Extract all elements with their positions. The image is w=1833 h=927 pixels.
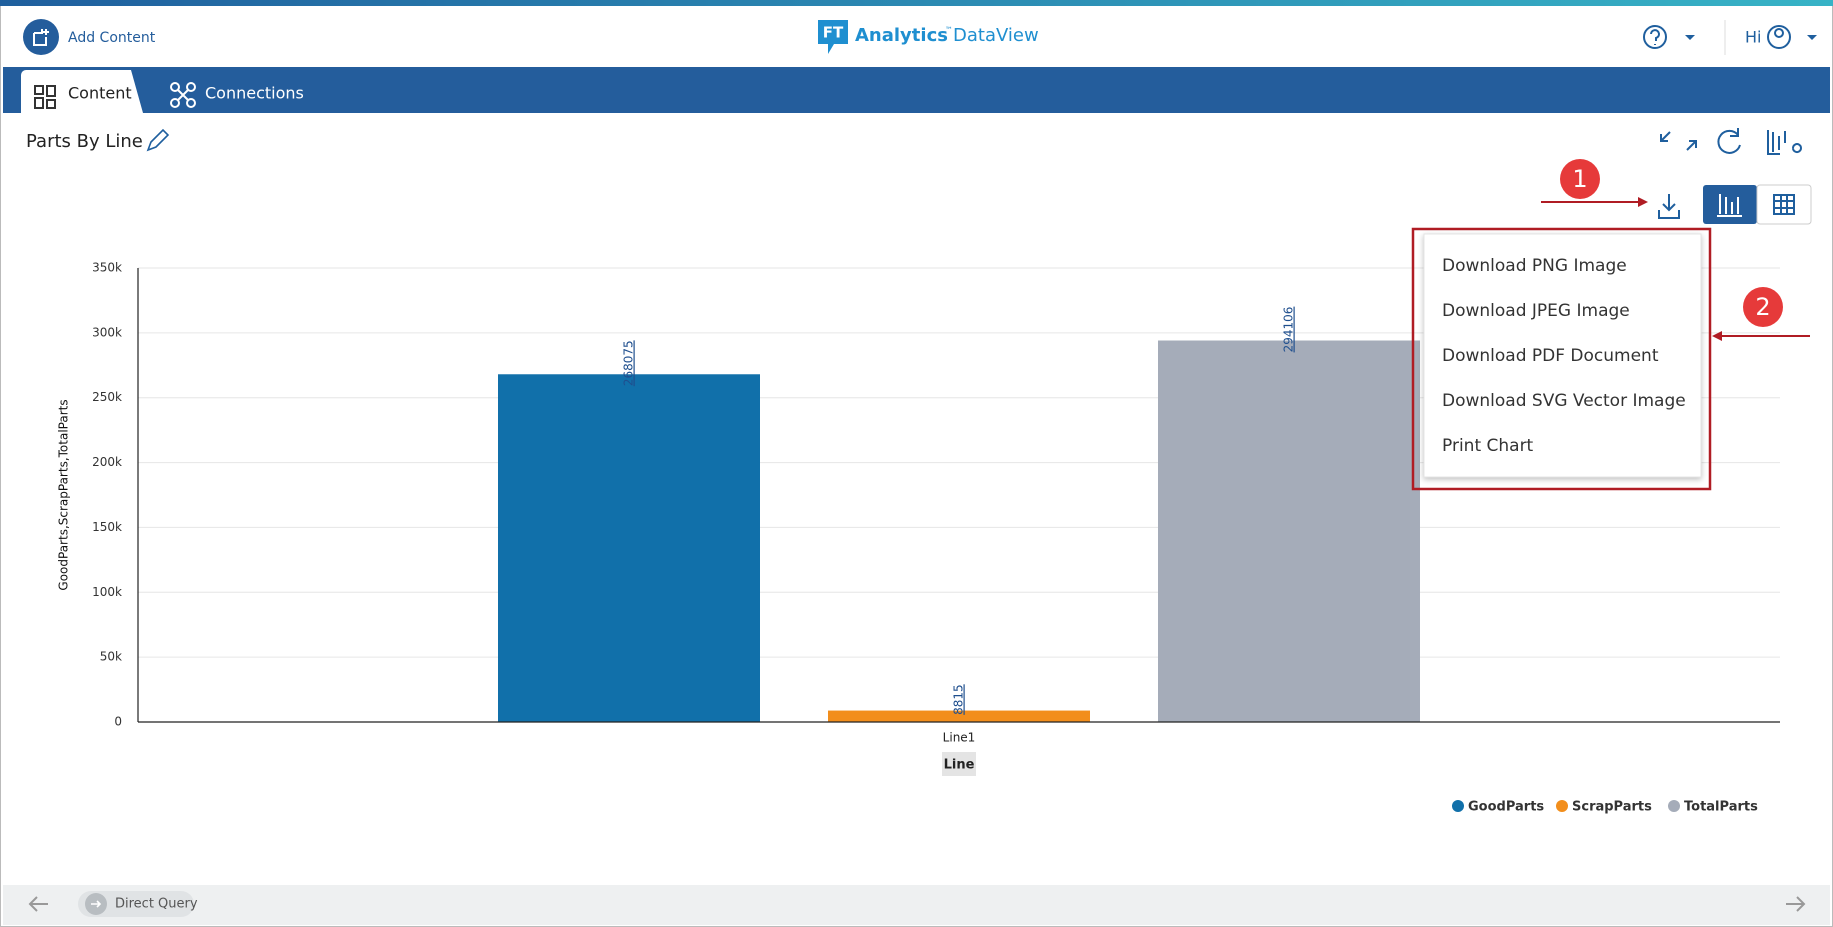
- arrow-head: [1638, 197, 1648, 207]
- help-icon: [1643, 25, 1667, 49]
- x-axis-title-bg: [942, 752, 976, 776]
- content-icon: [34, 85, 56, 109]
- node: [170, 82, 180, 92]
- edit-icon[interactable]: [146, 128, 170, 152]
- tab-label: Connections: [205, 84, 304, 103]
- table-view-icon: [1773, 194, 1795, 215]
- highlight-box: [1411, 227, 1712, 491]
- chart-settings-button[interactable]: [1767, 130, 1802, 155]
- download-button[interactable]: [1658, 194, 1680, 219]
- download-menu: [1423, 233, 1702, 478]
- menu-item[interactable]: Print Chart: [1442, 436, 1534, 456]
- y-tick-label: 100k: [92, 585, 122, 599]
- menu-items: Download PNG Image Download JPEG Image Dow…: [1442, 256, 1686, 456]
- legend-label[interactable]: TotalParts: [1684, 800, 1758, 815]
- bar: [1158, 340, 1420, 722]
- back-button[interactable]: [28, 896, 48, 912]
- collapse-button[interactable]: [1660, 131, 1697, 151]
- help-glyph: [1650, 29, 1660, 45]
- menu-item[interactable]: Download PDF Document: [1442, 346, 1659, 366]
- user-head: [1774, 28, 1784, 38]
- badge-bg: [78, 891, 194, 917]
- node: [186, 98, 196, 108]
- user-icon: [1767, 25, 1791, 49]
- node: [170, 98, 180, 108]
- bar: [498, 374, 760, 722]
- legend-label[interactable]: GoodParts: [1468, 800, 1544, 815]
- product: DataView: [953, 25, 1039, 46]
- menu-item[interactable]: Download JPEG Image: [1442, 301, 1630, 321]
- logo-mark: FT: [823, 24, 844, 42]
- direct-query-badge[interactable]: Direct Query: [78, 891, 198, 917]
- add-icon: [23, 19, 59, 55]
- callout-badge: [1743, 287, 1783, 327]
- badge-glyph: [91, 900, 102, 908]
- user-menu[interactable]: Hi: [1745, 25, 1817, 49]
- trademark: ™: [945, 26, 953, 35]
- legend-label[interactable]: ScrapParts: [1572, 800, 1652, 815]
- y-tick-label: 300k: [92, 325, 122, 339]
- forward-button[interactable]: [1786, 896, 1806, 912]
- legend-swatch[interactable]: [1452, 800, 1464, 812]
- value-label: 294106: [1282, 307, 1296, 353]
- y-tick-label: 200k: [92, 455, 122, 469]
- add-glyph: [33, 29, 49, 46]
- x-tick-label: Line1: [943, 731, 976, 745]
- callout-number: 1: [1572, 165, 1587, 193]
- y-tick-label: 0: [114, 715, 122, 729]
- chart-view-button[interactable]: [1703, 185, 1757, 224]
- add-content-label: Add Content: [68, 30, 156, 46]
- node: [186, 82, 196, 92]
- tab-label: Content: [68, 84, 132, 103]
- help-caret: [1685, 35, 1695, 40]
- tab-bar: [3, 67, 1830, 113]
- panel-title: Parts By Line: [26, 131, 143, 152]
- chart-view-icon: [1717, 194, 1742, 217]
- brand: Analytics: [855, 25, 948, 46]
- x-axis-title: Line: [944, 758, 975, 773]
- footer: [3, 885, 1830, 925]
- logo-badge: [818, 20, 848, 54]
- callout-badge: [1560, 159, 1600, 199]
- table-view-button[interactable]: [1756, 184, 1812, 225]
- menu-item[interactable]: Download PNG Image: [1442, 256, 1627, 276]
- y-axis-title: GoodParts,ScrapParts,TotalParts: [57, 399, 71, 590]
- y-tick-label: 350k: [92, 261, 122, 275]
- user-caret: [1807, 35, 1817, 40]
- greeting: Hi: [1745, 28, 1761, 47]
- top-strip: [0, 0, 1833, 6]
- y-tick-label: 50k: [100, 650, 122, 664]
- chart: GoodParts,ScrapParts,TotalParts 0 50k 100k…: [57, 261, 1780, 815]
- value-label: 8815: [952, 684, 966, 715]
- footer-mode: Direct Query: [115, 897, 198, 912]
- callout-number: 2: [1755, 293, 1770, 321]
- help-button[interactable]: [1643, 25, 1695, 49]
- tab-bg: [21, 70, 143, 113]
- value-label: 268075: [622, 340, 636, 386]
- arrow-head: [1712, 331, 1722, 341]
- logo: FT Analytics ™ DataView: [818, 20, 1039, 54]
- add-content-button[interactable]: Add Content: [23, 19, 156, 55]
- legend-swatch[interactable]: [1556, 800, 1568, 812]
- connections-tab[interactable]: Connections: [170, 82, 304, 108]
- legend-swatch[interactable]: [1668, 800, 1680, 812]
- y-tick-label: 150k: [92, 520, 122, 534]
- bar: [828, 710, 1090, 722]
- y-tick-label: 250k: [92, 390, 122, 404]
- refresh-button[interactable]: [1717, 128, 1741, 154]
- menu-item[interactable]: Download SVG Vector Image: [1442, 391, 1686, 411]
- content-tab[interactable]: Content: [21, 70, 143, 113]
